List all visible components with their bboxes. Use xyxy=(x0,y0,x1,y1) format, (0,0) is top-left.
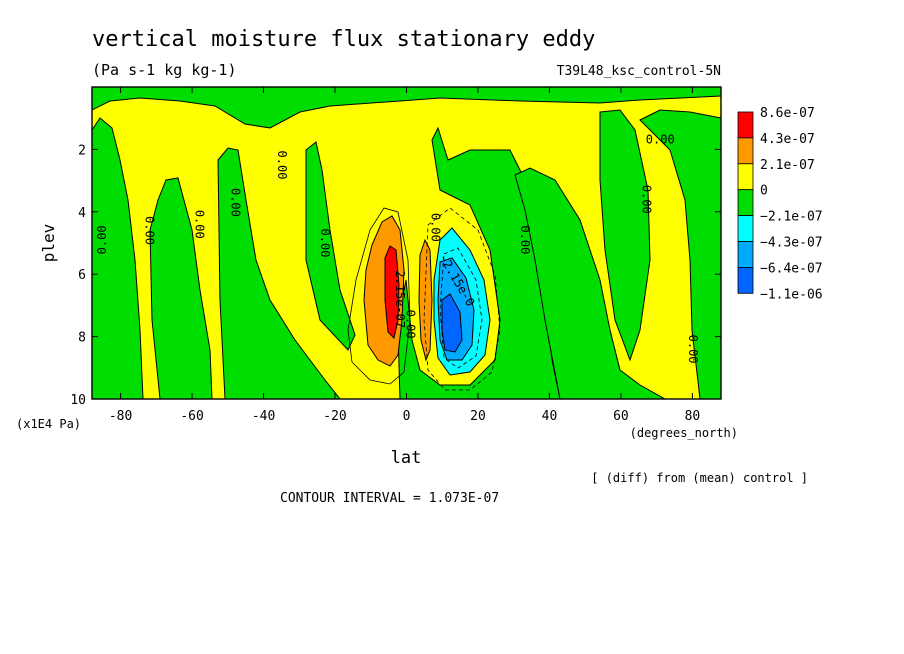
y-tick-label: 10 xyxy=(70,393,86,408)
x-axis: -80 -60 -40 -20 0 20 40 60 80 xyxy=(109,87,700,424)
x-tick-label: 80 xyxy=(685,409,701,424)
y-axis-unit: (x1E4 Pa) xyxy=(16,417,81,431)
y-axis: 2 4 6 8 10 xyxy=(70,143,721,408)
contour-label: 0.00 xyxy=(518,225,532,254)
green-region-east-3 xyxy=(599,109,651,362)
x-tick-label: -40 xyxy=(252,409,275,424)
contour-label: 0.00 xyxy=(404,310,418,339)
contour-label: 0.00 xyxy=(639,185,653,214)
plot-area xyxy=(91,86,722,400)
contour-label: 0.00 xyxy=(429,213,443,242)
x-axis-title: lat xyxy=(391,448,422,468)
legend-label: −2.1e-07 xyxy=(760,210,823,225)
contour-label: 2.15e-07 xyxy=(393,270,407,328)
legend-label: 2.1e-07 xyxy=(760,158,815,173)
blue-region-core xyxy=(441,293,463,353)
contour-label: 0.00 xyxy=(318,229,332,258)
contour-label: 0.00 xyxy=(686,335,700,364)
x-tick-label: -80 xyxy=(109,409,132,424)
contour-line-positive-outer xyxy=(347,207,411,385)
contour-line-negative-outer xyxy=(423,207,501,391)
contour-label: 0.00 xyxy=(143,216,157,245)
legend-swatch xyxy=(737,189,754,216)
x-tick-label: -20 xyxy=(323,409,346,424)
legend-label: 4.3e-07 xyxy=(760,132,815,147)
green-region-far-west xyxy=(92,117,144,399)
legend-label: 0 xyxy=(760,184,768,199)
green-region-east xyxy=(514,167,667,399)
x-axis-unit: (degrees_north) xyxy=(630,426,738,440)
contour-label: 0.00 xyxy=(646,133,675,147)
diff-note: [ (diff) from (mean) control ] xyxy=(591,471,808,485)
legend-swatch xyxy=(737,111,754,139)
green-region-east-2 xyxy=(639,109,721,399)
legend-label: 8.6e-07 xyxy=(760,106,815,121)
y-axis-title: plev xyxy=(39,224,58,263)
units-label: (Pa s-1 kg kg-1) xyxy=(92,61,237,79)
contour-label: 0.00 xyxy=(95,225,109,254)
legend-swatch xyxy=(737,266,754,294)
y-tick-label: 8 xyxy=(78,331,86,346)
red-region-core xyxy=(384,245,400,339)
run-label: T39L48_ksc_control-5N xyxy=(557,64,721,79)
contour-label: 0.00 xyxy=(228,188,242,217)
legend-label: −1.1e-06 xyxy=(760,287,823,302)
legend-swatch xyxy=(737,215,754,242)
y-tick-label: 2 xyxy=(78,143,86,158)
green-region-west-1 xyxy=(149,177,213,399)
legend-swatch xyxy=(737,163,754,191)
green-region-west-2 xyxy=(217,147,341,399)
x-tick-label: 0 xyxy=(403,409,411,424)
x-tick-label: 20 xyxy=(470,409,486,424)
y-tick-label: 4 xyxy=(78,206,86,221)
x-tick-label: 60 xyxy=(613,409,629,424)
green-region-top-band xyxy=(92,87,721,129)
orange-region-east-strip xyxy=(418,238,433,362)
y-tick-label: 6 xyxy=(78,268,86,283)
legend-swatch xyxy=(737,241,754,268)
contour-interval-note: CONTOUR INTERVAL = 1.073E-07 xyxy=(280,491,499,506)
green-region-southwest-flank xyxy=(305,141,356,351)
legend-label: −4.3e-07 xyxy=(760,236,823,251)
chart-title: vertical moisture flux stationary eddy xyxy=(92,27,595,52)
color-legend: 8.6e-07 4.3e-07 2.1e-07 0 −2.1e-07 −4.3e-07 −6… xyxy=(737,106,823,302)
legend-swatch xyxy=(737,137,754,165)
x-tick-label: -60 xyxy=(180,409,203,424)
x-tick-label: 40 xyxy=(542,409,558,424)
legend-label: −6.4e-07 xyxy=(760,261,823,276)
contour-label: 0.00 xyxy=(275,151,289,180)
contour-line-negative-inner xyxy=(439,247,483,369)
contour-label: 0.00 xyxy=(193,210,207,239)
